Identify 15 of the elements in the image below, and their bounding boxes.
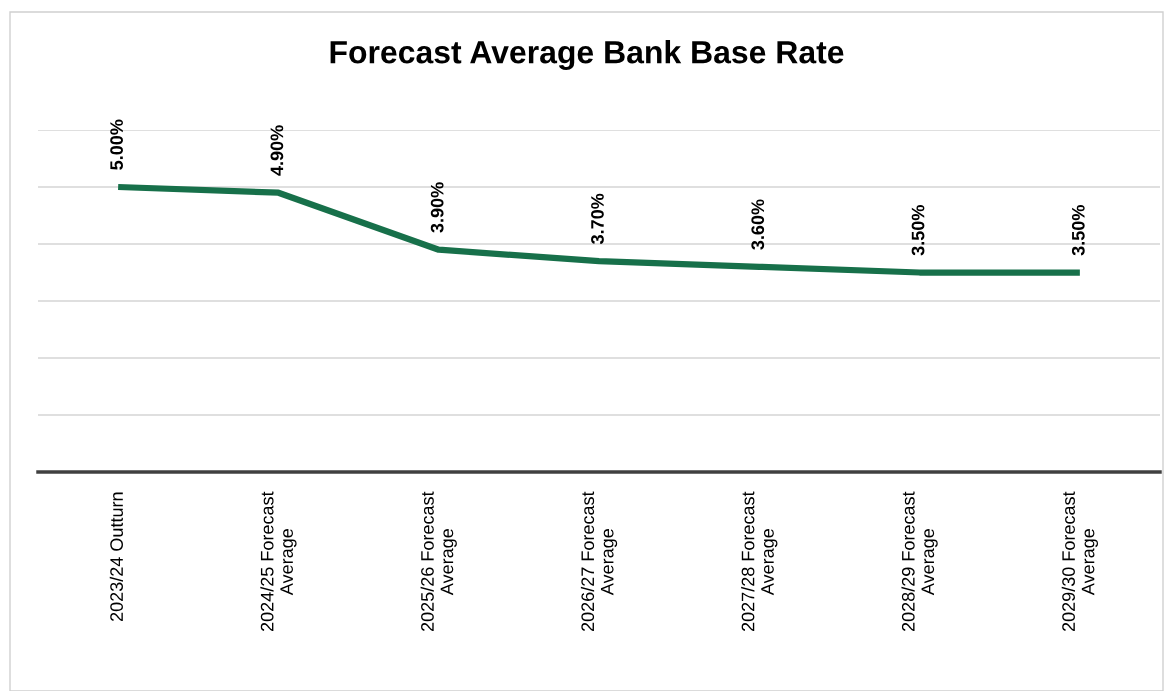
data-label: 4.90% bbox=[270, 125, 284, 176]
x-tick-label: 2027/28 Forecast Average bbox=[741, 491, 778, 632]
x-tick-label: 2026/27 Forecast Average bbox=[580, 491, 618, 632]
x-tick-label: 2029/30 Forecast Average bbox=[1061, 491, 1098, 632]
x-tick-label: 2023/24 Outturn bbox=[109, 492, 123, 622]
data-label: 5.00% bbox=[110, 119, 123, 170]
data-label: 3.50% bbox=[911, 205, 925, 256]
x-tick-label: 2025/26 Forecast Average bbox=[420, 491, 457, 632]
data-label: 3.60% bbox=[751, 199, 765, 250]
data-label: 3.90% bbox=[430, 182, 444, 233]
x-tick-label: 2024/25 Forecast Average bbox=[260, 491, 297, 632]
data-label: 3.70% bbox=[591, 193, 604, 245]
data-label: 3.50% bbox=[1071, 205, 1085, 256]
x-tick-label: 2028/29 Forecast Average bbox=[901, 491, 938, 632]
chart-title: Forecast Average Bank Base Rate bbox=[330, 40, 844, 70]
